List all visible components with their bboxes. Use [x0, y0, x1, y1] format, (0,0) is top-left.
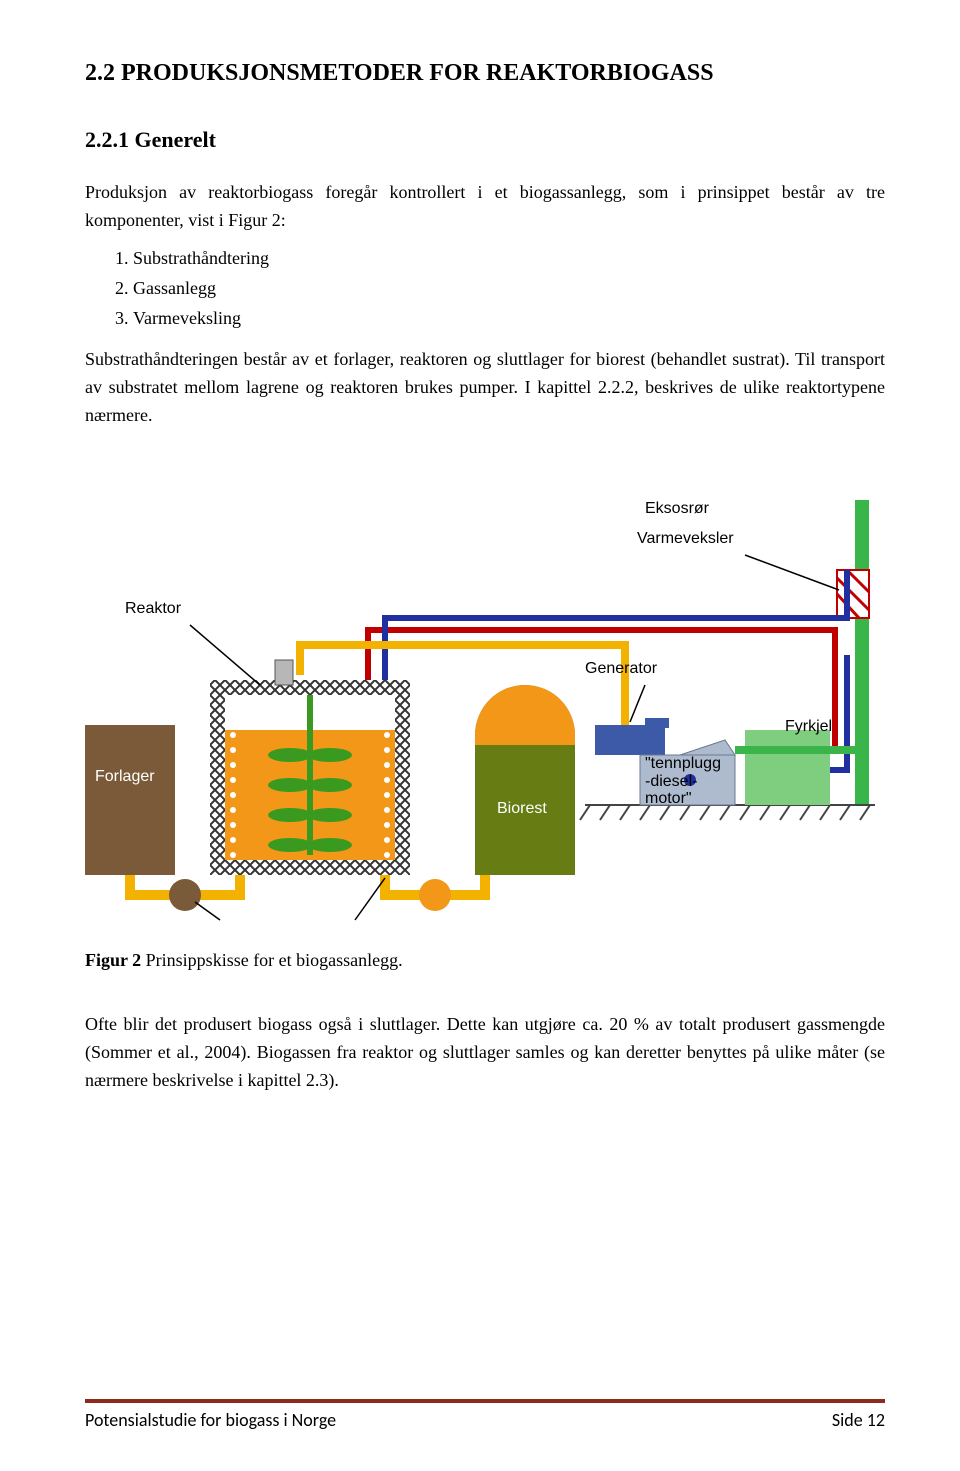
- paragraph: Produksjon av reaktorbiogass foregår kon…: [85, 179, 885, 235]
- label-motor: "tennplugg -diesel-motor": [645, 755, 725, 808]
- subsection-heading: 2.2.1 Generelt: [85, 127, 885, 153]
- label-eksosror: Eksosrør: [645, 500, 709, 518]
- paragraph: Ofte blir det produsert biogass også i s…: [85, 1011, 885, 1095]
- caption-text: Prinsippskisse for et biogassanlegg.: [141, 950, 402, 970]
- label-varmeveksler: Varmeveksler: [637, 530, 734, 548]
- figure-caption: Figur 2 Prinsippskisse for et biogassanl…: [85, 950, 885, 971]
- page-footer: Potensialstudie for biogass i Norge Side…: [85, 1399, 885, 1431]
- list-item: Varmeveksling: [133, 305, 885, 333]
- label-reaktor: Reaktor: [125, 600, 181, 618]
- caption-lead: Figur 2: [85, 950, 141, 970]
- section-heading: 2.2 PRODUKSJONSMETODER FOR REAKTORBIOGAS…: [85, 60, 885, 87]
- label-fyrkjel: Fyrkjel: [785, 718, 832, 736]
- footer-right: Side 12: [832, 1409, 885, 1431]
- list-item: Substrathåndtering: [133, 245, 885, 273]
- label-forlager: Forlager: [95, 768, 155, 786]
- footer-left: Potensialstudie for biogass i Norge: [85, 1409, 336, 1431]
- label-generator: Generator: [585, 660, 657, 678]
- list-item: Gassanlegg: [133, 275, 885, 303]
- footer-rule: [85, 1399, 885, 1403]
- label-biorest: Biorest: [497, 800, 547, 818]
- paragraph: Substrathåndteringen består av et forlag…: [85, 346, 885, 430]
- numbered-list: Substrathåndtering Gassanlegg Varmeveksl…: [85, 245, 885, 333]
- figure-biogas-plant: Eksosrør Varmeveksler Reaktor Generator …: [85, 500, 885, 930]
- diagram-svg: [85, 500, 885, 930]
